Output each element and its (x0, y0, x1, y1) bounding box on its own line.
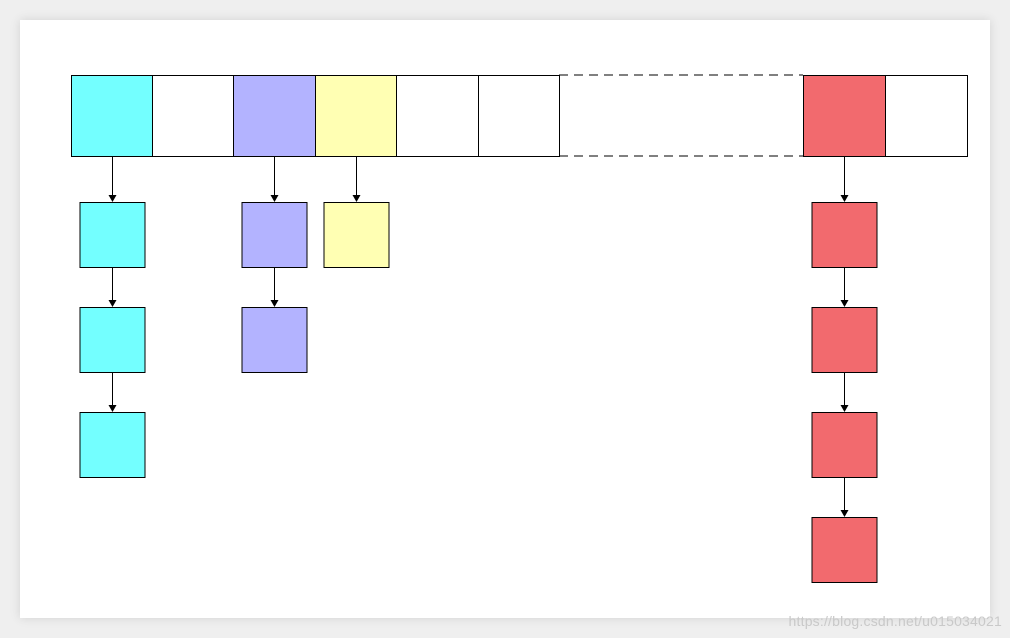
bucket-cell-slot-2 (233, 75, 316, 157)
bucket-cell-slot-1 (152, 75, 234, 157)
bucket-chains (79, 156, 878, 583)
list-node (79, 202, 146, 268)
chain-slot-last-1 (811, 156, 878, 583)
bucket-array (71, 74, 968, 157)
ellipsis-gap (559, 74, 803, 157)
bucket-cell-slot-5 (478, 75, 560, 157)
bucket-cell-slot-last (885, 75, 968, 157)
list-node (241, 202, 308, 268)
diagram-canvas (20, 20, 990, 618)
list-node (323, 202, 390, 268)
list-node (811, 202, 878, 268)
list-node (241, 307, 308, 373)
bucket-cell-slot-3 (315, 75, 397, 157)
bucket-cell-slot-last-1 (803, 75, 886, 157)
watermark-text: https://blog.csdn.net/u015034021 (788, 613, 1002, 629)
chain-slot-2 (241, 156, 308, 373)
chain-slot-0 (79, 156, 146, 478)
list-node (811, 517, 878, 583)
list-node (811, 307, 878, 373)
list-node (79, 412, 146, 478)
hash-table-diagram (71, 74, 968, 583)
chain-slot-3 (323, 156, 390, 268)
bucket-cell-slot-0 (71, 75, 153, 157)
list-node (79, 307, 146, 373)
bucket-cell-slot-4 (396, 75, 479, 157)
list-node (811, 412, 878, 478)
